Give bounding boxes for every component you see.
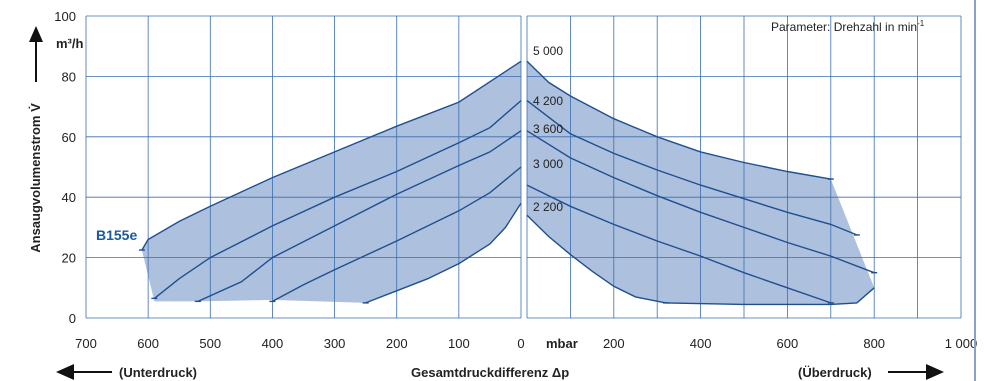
curve-vacuum-1 — [153, 100, 522, 299]
curve-pressure-4 — [526, 214, 667, 304]
model-label: B155e — [96, 227, 137, 243]
left-arrow-icon — [56, 364, 112, 380]
x-tick-label-right: 800 — [863, 336, 885, 351]
tick-labels: 0 20 40 60 80 100 700 600 500 400 300 200 100 0 200 400… — [54, 9, 977, 351]
unterdruck-label: (Unterdruck) — [119, 365, 197, 380]
y-axis-title: Ansaugvolumenstrom V̇ — [28, 103, 43, 253]
envelope-fills — [141, 61, 875, 305]
x-tick-label-left: 500 — [199, 336, 221, 351]
curve-vacuum-4 — [365, 202, 522, 304]
speed-label: 5 000 — [533, 44, 563, 58]
right-edge-rule — [974, 0, 976, 381]
y-tick-label: 0 — [69, 311, 76, 326]
curve-vacuum-0 — [141, 60, 522, 251]
y-tick-label: 20 — [62, 251, 76, 266]
x-tick-label-left: 300 — [324, 336, 346, 351]
speed-label: 3 000 — [533, 157, 563, 171]
x-axis-title: Gesamtdruckdifferenz Δp — [411, 365, 569, 380]
curve-pressure-2 — [526, 130, 875, 274]
speed-labels: 5 000 4 200 3 600 3 000 2 200 — [533, 44, 563, 214]
x-tick-label-right: 200 — [603, 336, 625, 351]
y-tick-label: 100 — [54, 9, 76, 24]
x-tick-label-left: 600 — [137, 336, 159, 351]
y-axis-arrow-icon — [29, 26, 43, 82]
x-axis-unit: mbar — [546, 336, 578, 351]
parameter-note-text: Parameter: Drehzahl in min — [771, 20, 917, 34]
x-tick-label-right: 400 — [690, 336, 712, 351]
x-tick-label-left: 0 — [517, 336, 524, 351]
speed-label: 4 200 — [533, 94, 563, 108]
curve-pressure-3 — [526, 184, 832, 304]
speed-label: 2 200 — [533, 200, 563, 214]
x-tick-label-left: 200 — [386, 336, 408, 351]
parameter-note: Parameter: Drehzahl in min-1 — [771, 19, 925, 34]
curve-pressure-1 — [526, 100, 858, 236]
speed-curves — [138, 60, 878, 306]
curve-vacuum-3 — [272, 166, 522, 303]
x-tick-label-left: 100 — [448, 336, 470, 351]
x-tick-label-right: 600 — [777, 336, 799, 351]
curve-vacuum-2 — [197, 130, 522, 303]
envelope-edge-pressure — [665, 287, 875, 306]
y-tick-label: 80 — [62, 69, 76, 84]
x-tick-label-left: 700 — [75, 336, 97, 351]
right-arrow-icon — [888, 364, 944, 380]
x-tick-label-right: 1 000 — [945, 336, 978, 351]
ueberdruck-label: (Überdruck) — [798, 365, 872, 380]
curve-pressure-0 — [526, 60, 831, 180]
envelope-fill-vacuum — [141, 61, 521, 303]
y-tick-label: 60 — [62, 130, 76, 145]
parameter-note-sup: -1 — [917, 19, 925, 28]
y-axis-unit: m³/h — [56, 36, 84, 51]
x-tick-label-left: 400 — [262, 336, 284, 351]
y-tick-label: 40 — [62, 190, 76, 205]
x-axis-title-text: Gesamtdruckdifferenz Δp — [411, 365, 569, 380]
speed-label: 3 600 — [533, 122, 563, 136]
